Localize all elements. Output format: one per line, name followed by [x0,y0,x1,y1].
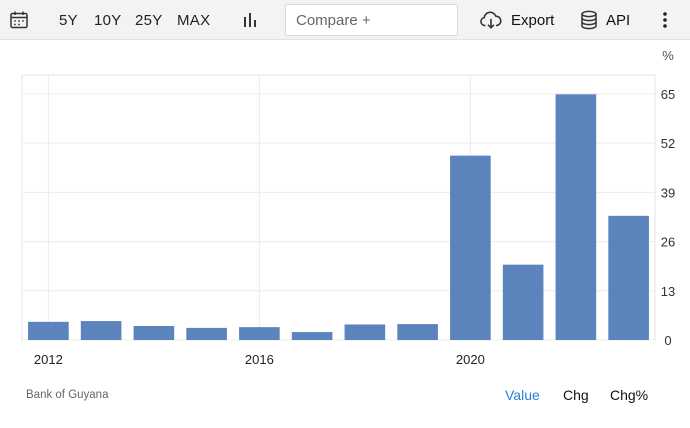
y-unit-label: % [662,48,674,63]
chart-bars [28,94,649,340]
cloud-download-icon [479,10,503,30]
bar-2012[interactable] [28,321,69,340]
bar-2022[interactable] [555,94,597,340]
mode-value-button[interactable]: Value [505,387,540,403]
x-tick-label: 2020 [456,352,485,367]
bar-2015[interactable] [186,327,227,340]
range-5y-button[interactable]: 5Y [59,11,78,29]
range-max-button[interactable]: MAX [177,11,211,29]
y-tick-label: 39 [661,185,675,200]
x-tick-label: 2012 [34,352,63,367]
more-vertical-icon [658,11,672,29]
chart-toolbar: 5Y 10Y 25Y MAX Export [0,0,690,40]
x-tick-label: 2016 [245,352,274,367]
export-button[interactable]: Export [479,0,554,40]
mode-chg-button[interactable]: Chg [563,387,589,403]
bar-2019[interactable] [397,324,438,340]
api-label: API [606,11,631,29]
calendar-button[interactable] [9,0,29,40]
mode-chg-pct-button[interactable]: Chg% [610,387,649,403]
bar-2023[interactable] [608,215,649,340]
y-tick-label: 52 [661,136,675,151]
bar-2021[interactable] [502,264,544,340]
more-options-button[interactable] [658,0,672,40]
x-axis-labels: 2012 2016 2020 [34,352,485,367]
bar-2013[interactable] [80,321,122,340]
y-tick-label: 13 [661,284,675,299]
bar-2017[interactable] [291,332,333,340]
bar-chart: 2012 2016 2020 0 13 26 39 52 65 % [21,48,675,367]
source-label: Bank of Guyana [26,389,109,401]
api-button[interactable]: API [580,0,630,40]
bar-2018[interactable] [344,324,386,340]
calendar-icon [9,10,29,30]
y-tick-label: 0 [664,333,671,348]
bar-2020[interactable] [450,155,491,340]
y-axis-labels: 0 13 26 39 52 65 [661,87,675,348]
bar-chart-icon [241,11,259,29]
export-label: Export [511,11,555,29]
chart-grid [21,74,656,341]
chart-type-button[interactable] [241,0,259,40]
range-10y-button[interactable]: 10Y [94,11,122,29]
compare-input[interactable] [286,5,457,35]
range-25y-button[interactable]: 25Y [135,11,163,29]
bar-2014[interactable] [133,325,175,340]
database-icon [580,10,598,30]
compare-field [285,4,458,36]
y-tick-label: 26 [661,235,675,250]
bar-2016[interactable] [239,327,280,340]
y-tick-label: 65 [661,87,675,102]
